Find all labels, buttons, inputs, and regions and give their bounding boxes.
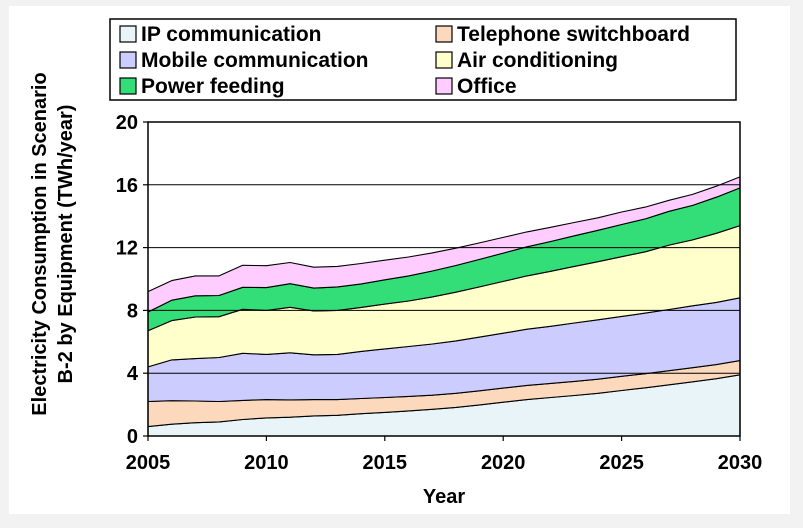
x-tick-label: 2005 <box>126 452 171 474</box>
x-tick-label: 2025 <box>599 452 644 474</box>
grid-lines <box>148 184 740 374</box>
y-axis-label-line-2: B-2 by Equipment (TWh/year) <box>55 105 77 384</box>
x-axis-label: Year <box>423 486 465 508</box>
legend-swatch <box>435 25 453 43</box>
y-axis-label: Electricity Consumption in Scenario B-2 b… <box>29 72 77 415</box>
legend-swatch <box>435 51 453 69</box>
x-tick-label: 2030 <box>718 452 763 474</box>
y-tick-label: 0 <box>127 426 138 448</box>
y-tick-label: 12 <box>116 238 138 260</box>
x-tick-label: 2010 <box>244 452 289 474</box>
x-tick-label: 2020 <box>481 452 526 474</box>
chart-frame: 0 4 8 12 16 20 2005 2010 2015 2020 2025 2030 Year … <box>9 6 790 514</box>
legend-label: IP communication <box>141 23 321 46</box>
legend-swatch <box>119 51 137 69</box>
plot-border <box>147 121 741 437</box>
y-tick-label: 16 <box>116 175 138 197</box>
y-tick-label: 20 <box>116 112 138 134</box>
x-tick-label: 2015 <box>363 452 408 474</box>
legend: IP communication Telephone switchboard Mob… <box>109 18 737 101</box>
y-axis-label-line-1: Electricity Consumption in Scenario <box>29 72 51 415</box>
legend-swatch <box>119 25 137 43</box>
y-tick-label: 4 <box>127 363 139 385</box>
legend-swatch <box>435 77 453 95</box>
y-ticks: 0 4 8 12 16 20 <box>116 112 148 448</box>
legend-label: Power feeding <box>141 75 285 98</box>
x-ticks: 2005 2010 2015 2020 2025 2030 <box>126 436 763 474</box>
legend-box <box>109 18 737 101</box>
legend-label: Office <box>457 75 517 98</box>
legend-swatch <box>119 77 137 95</box>
stacked-areas <box>147 176 741 437</box>
legend-label: Air conditioning <box>457 49 618 72</box>
legend-label: Telephone switchboard <box>457 23 690 46</box>
legend-label: Mobile communication <box>141 49 369 72</box>
y-tick-label: 8 <box>127 300 138 322</box>
